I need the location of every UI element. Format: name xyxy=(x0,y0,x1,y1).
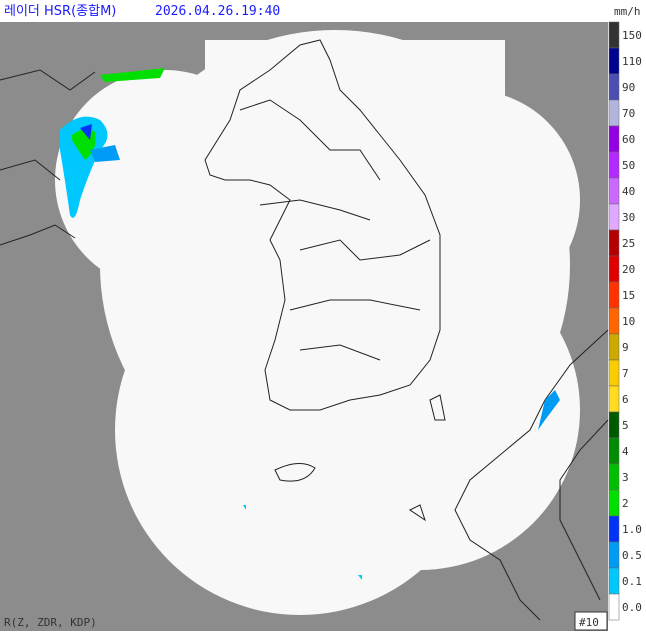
legend-label: 3 xyxy=(622,471,629,484)
legend-swatch xyxy=(608,203,620,231)
legend-swatch xyxy=(608,151,620,179)
legend-swatch xyxy=(608,359,620,387)
legend-label: 4 xyxy=(622,445,629,458)
legend-swatch xyxy=(608,229,620,257)
legend-label: 110 xyxy=(622,55,642,68)
legend-swatch xyxy=(608,281,620,309)
legend-label: 0.1 xyxy=(622,575,642,588)
legend-label: 10 xyxy=(622,315,635,328)
legend-label: 50 xyxy=(622,159,635,172)
legend-label: 9 xyxy=(622,341,629,354)
legend-label: 1.0 xyxy=(622,523,642,536)
unit: mm/h xyxy=(614,5,641,18)
legend-label: 60 xyxy=(622,133,635,146)
legend-swatch xyxy=(608,411,620,439)
legend-swatch xyxy=(608,463,620,491)
coastlines xyxy=(0,39,609,621)
precipitation-echoes xyxy=(60,68,560,580)
legend-swatch xyxy=(608,437,620,465)
legend-swatch xyxy=(608,385,620,413)
legend-swatch xyxy=(608,489,620,517)
frame: #10 xyxy=(579,616,599,629)
legend-label: 70 xyxy=(622,107,635,120)
title: 레이더 HSR(종합M) xyxy=(4,4,116,19)
legend-label: 30 xyxy=(622,211,635,224)
legend-label: 20 xyxy=(622,263,635,276)
legend-swatch xyxy=(608,541,620,569)
legend-label: 15 xyxy=(622,289,635,302)
legend-swatch xyxy=(608,307,620,335)
legend-label: 6 xyxy=(622,393,629,406)
legend-swatch xyxy=(608,125,620,153)
legend-swatch xyxy=(608,73,620,101)
legend-swatch xyxy=(608,333,620,361)
radar-coverage xyxy=(55,30,580,615)
legend-swatch xyxy=(608,177,620,205)
legend-label: 150 xyxy=(622,29,642,42)
legend-label: 7 xyxy=(622,367,629,380)
legend-swatch xyxy=(608,593,620,621)
legend-swatch xyxy=(608,255,620,283)
legend-label: 40 xyxy=(622,185,635,198)
legend-label: 90 xyxy=(622,81,635,94)
legend-label: 25 xyxy=(622,237,635,250)
timestamp: 2026.04.26.19:40 xyxy=(155,4,280,19)
legend-label: 0.5 xyxy=(622,549,642,562)
legend-swatch xyxy=(608,21,620,49)
variables: R(Z, ZDR, KDP) xyxy=(4,616,97,629)
legend-label: 2 xyxy=(622,497,629,510)
legend-label: 0.0 xyxy=(622,601,642,614)
legend-swatch xyxy=(608,47,620,75)
legend-swatch xyxy=(608,515,620,543)
legend-swatch xyxy=(608,567,620,595)
legend: 150 110 90 70 60 50 40 30 25 20 15 10 9 7 6 5 4 3 2 1.0 0.5 0… xyxy=(608,21,642,621)
frame-box xyxy=(574,611,608,631)
legend-swatch xyxy=(608,99,620,127)
legend-label: 5 xyxy=(622,419,629,432)
